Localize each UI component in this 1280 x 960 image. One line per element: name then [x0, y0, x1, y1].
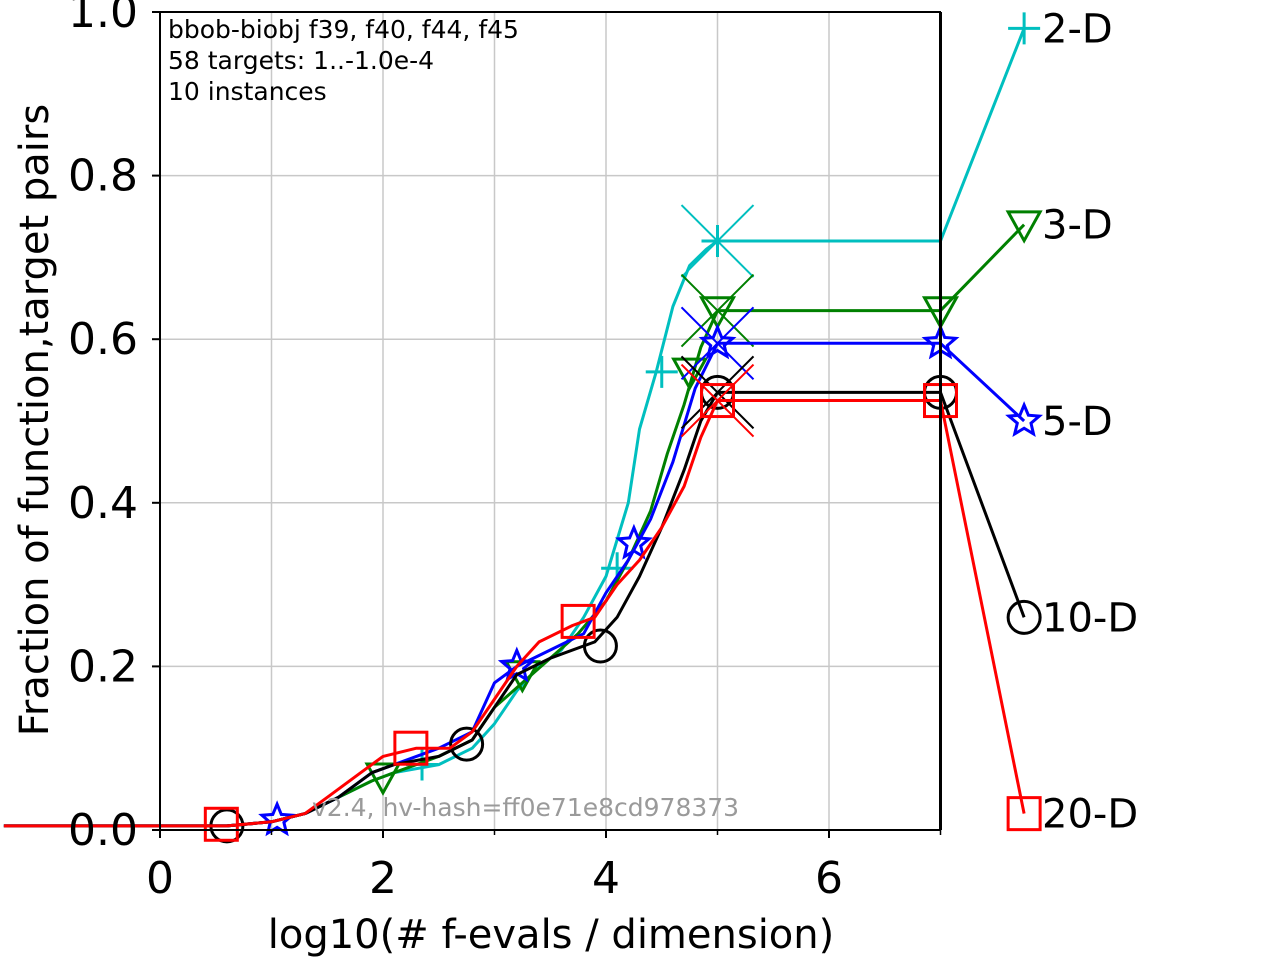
- series-line-10-d: [3, 390, 1026, 828]
- series-marker-20-d: [1006, 796, 1042, 832]
- x-axis-title: log10(# f-evals / dimension): [268, 912, 835, 958]
- series-marker-5-d: [258, 800, 297, 837]
- y-tick-label: 1.0: [68, 0, 138, 38]
- series-marker-5-d: [614, 523, 653, 560]
- series-marker-2-d: [1008, 12, 1041, 45]
- series-line-5-d: [3, 341, 1026, 828]
- y-tick-label: 0.0: [68, 805, 138, 856]
- series-10-d: 10-D: [3, 355, 1138, 844]
- series-3-d: 3-D: [3, 203, 1113, 828]
- info-line-2: 58 targets: 1..-1.0e-4: [168, 46, 434, 75]
- series-end-cross-20-d: [680, 363, 755, 438]
- series-end-label-5-d: 5-D: [1042, 399, 1113, 445]
- y-tick-label: 0.2: [68, 641, 138, 692]
- series-marker-3-d: [1005, 210, 1043, 244]
- series-layer: 2-D 3-D 5-D 10-D 20-D: [3, 6, 1138, 844]
- series-line-3-d: [3, 223, 1026, 828]
- series-marker-3-d: [364, 762, 402, 796]
- series-marker-10-d: [1006, 599, 1042, 635]
- y-tick-label: 0.8: [68, 151, 138, 202]
- x-tick-label: 4: [592, 853, 620, 904]
- grid: [159, 11, 940, 831]
- series-marker-20-d: [700, 383, 735, 419]
- series-marker-10-d: [582, 628, 618, 664]
- series-end-label-2-d: 2-D: [1042, 6, 1113, 52]
- series-marker-20-d: [393, 730, 429, 766]
- series-marker-5-d: [1005, 401, 1044, 438]
- series-marker-2-d: [645, 355, 678, 388]
- series-marker-5-d: [698, 323, 737, 360]
- x-tick-label: 2: [369, 853, 397, 904]
- series-end-cross-10-d: [680, 355, 755, 430]
- series-line-2-d: [3, 27, 1026, 828]
- y-tick-label: 0.4: [68, 478, 138, 529]
- series-marker-20-d: [203, 806, 239, 842]
- series-end-label-3-d: 3-D: [1042, 203, 1113, 249]
- series-line-20-d: [3, 399, 1026, 828]
- y-axis-title: Fraction of function,target pairs: [12, 104, 58, 736]
- series-marker-3-d: [698, 296, 737, 330]
- series-marker-10-d: [449, 726, 485, 762]
- x-tick-label: 0: [146, 853, 174, 904]
- info-line-3: 10 instances: [168, 77, 327, 106]
- series-20-d: 20-D: [3, 363, 1138, 842]
- ticks: 0 2 4 6 0.0 0.2 0.4 0.6 0.8 1.0: [68, 0, 942, 904]
- series-marker-20-d: [560, 603, 596, 639]
- series-marker-2-d: [701, 225, 734, 258]
- plot-frame: [159, 11, 941, 831]
- y-tick-label: 0.6: [68, 314, 138, 365]
- series-end-label-10-d: 10-D: [1042, 595, 1138, 641]
- series-end-cross-3-d: [680, 273, 755, 348]
- version-watermark: v2.4, hv-hash=ff0e71e8cd978373: [312, 793, 739, 822]
- series-end-label-20-d: 20-D: [1042, 792, 1138, 838]
- series-5-d: 5-D: [3, 306, 1113, 837]
- info-line-1: bbob-biobj f39, f40, f44, f45: [168, 15, 519, 44]
- x-tick-label: 6: [815, 853, 843, 904]
